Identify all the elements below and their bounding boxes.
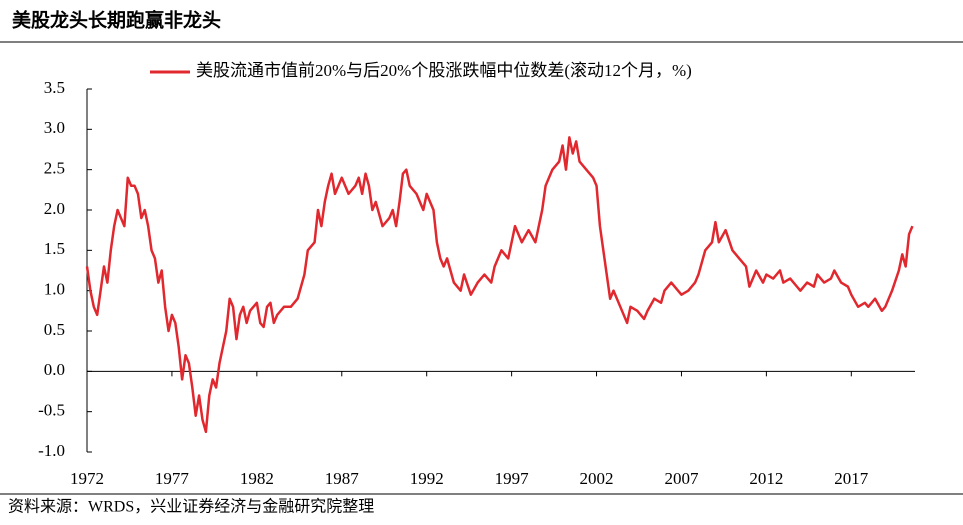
- x-tick-label: 2002: [580, 469, 614, 488]
- x-tick-label: 1992: [410, 469, 444, 488]
- chart-title: 美股龙头长期跑赢非龙头: [12, 8, 221, 31]
- legend-label: 美股流通市值前20%与后20%个股涨跌幅中位数差(滚动12个月，%): [196, 61, 692, 80]
- x-tick-label: 1977: [155, 469, 190, 488]
- x-tick-label: 1987: [325, 469, 360, 488]
- x-tick-label: 1997: [495, 469, 530, 488]
- y-tick-label: 3.5: [44, 78, 65, 97]
- x-tick-label: 2012: [749, 469, 783, 488]
- x-tick-label: 2007: [664, 469, 699, 488]
- data-line: [85, 136, 914, 434]
- y-tick-label: 0.0: [44, 360, 65, 379]
- y-tick-label: 2.0: [44, 199, 65, 218]
- x-tick-label: 1982: [240, 469, 274, 488]
- x-tick-label: 2017: [834, 469, 869, 488]
- y-tick-label: 1.0: [44, 280, 65, 299]
- y-tick-label: 0.5: [44, 320, 65, 339]
- y-tick-label: 2.5: [44, 159, 65, 178]
- y-tick-label: 1.5: [44, 239, 65, 258]
- y-tick-label: -0.5: [38, 401, 65, 420]
- source-note: 资料来源：WRDS，兴业证券经济与金融研究院整理: [8, 498, 374, 516]
- y-tick-label: -1.0: [38, 441, 65, 460]
- x-tick-label: 1972: [70, 469, 104, 488]
- y-tick-label: 3.0: [44, 118, 65, 137]
